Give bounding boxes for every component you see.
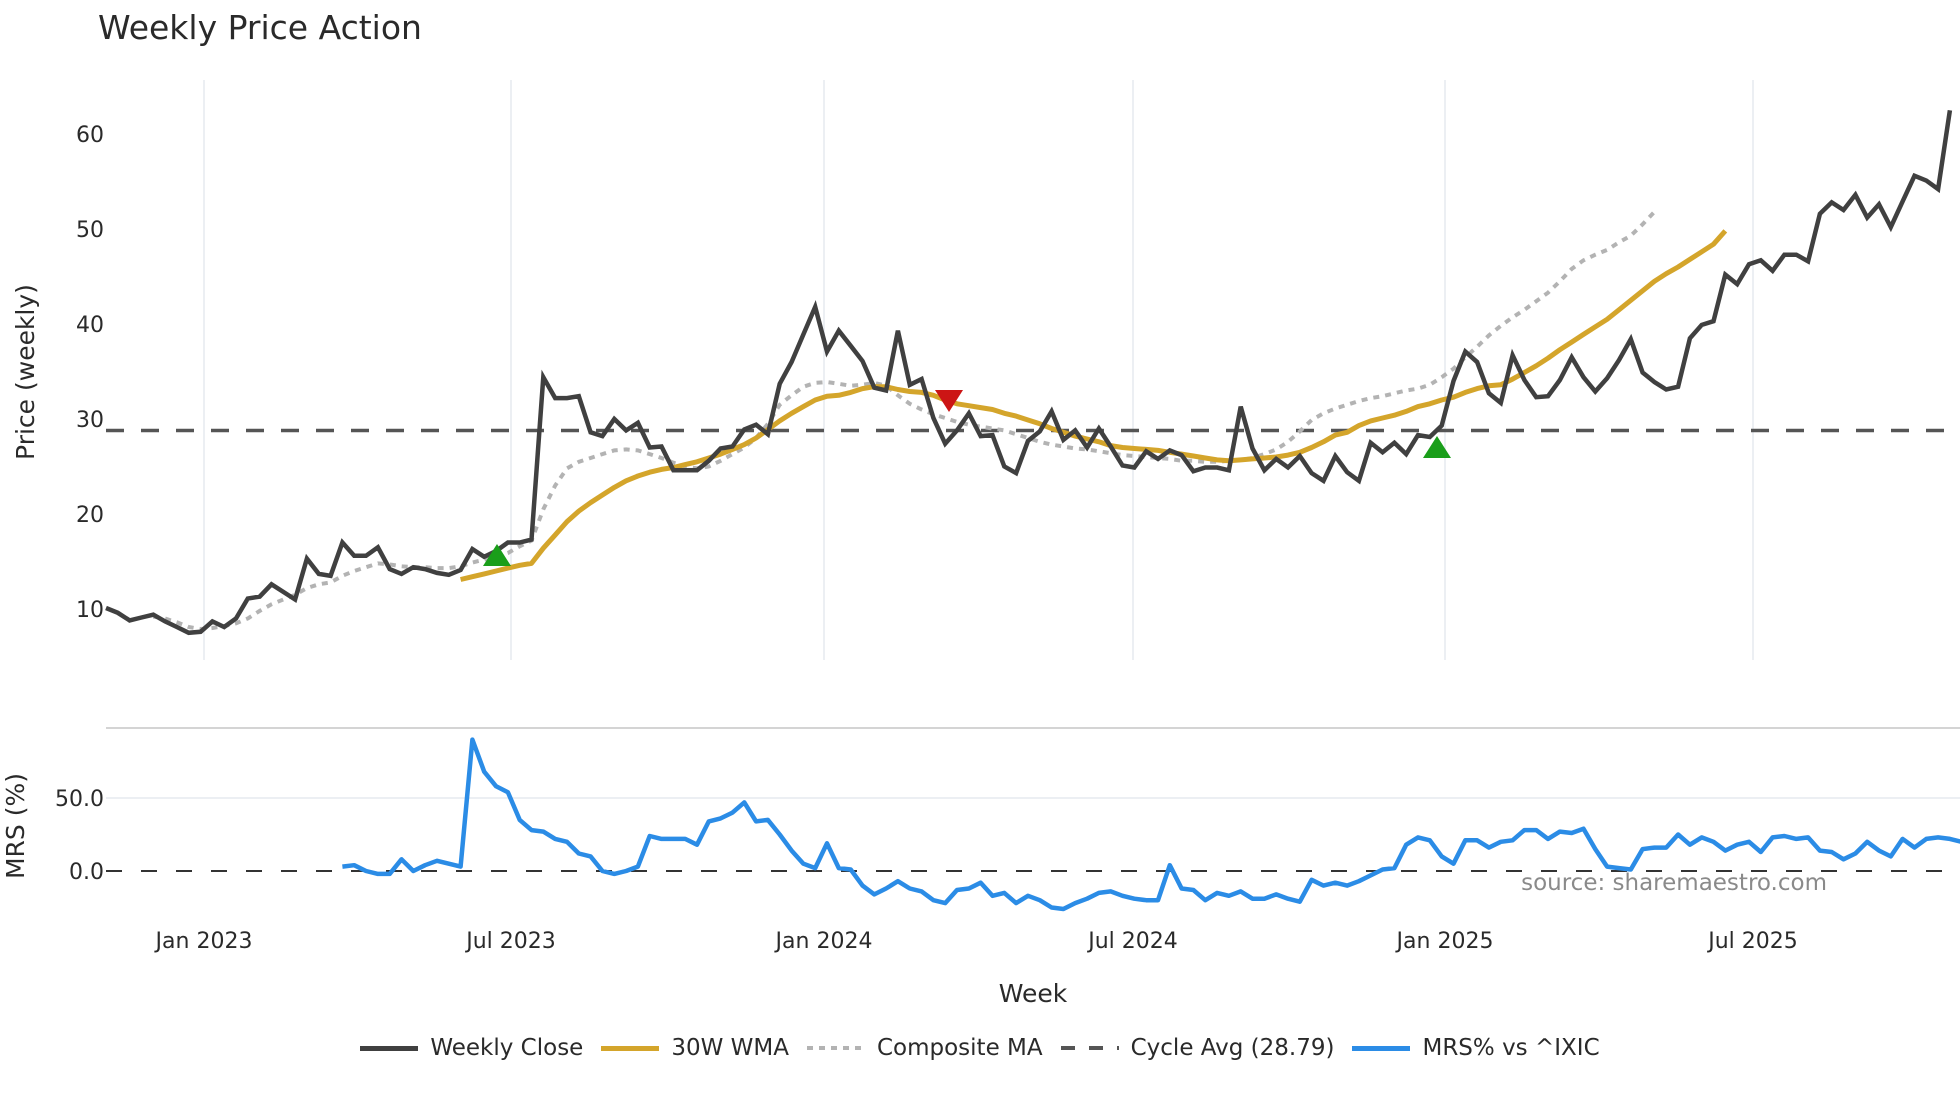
x-tick-label: Jul 2024 <box>1086 929 1178 954</box>
x-axis-title: Week <box>999 979 1068 1008</box>
sell-signal-triangle-icon <box>935 390 963 412</box>
composite-ma-line <box>152 210 1656 632</box>
legend-item-wma[interactable]: 30W WMA <box>601 1035 789 1061</box>
weekly-close-line <box>105 109 1953 636</box>
signal-markers <box>483 390 1451 566</box>
price-tick-label: 40 <box>76 313 104 338</box>
legend-label: 30W WMA <box>671 1035 789 1061</box>
x-tick-label: Jul 2023 <box>464 929 556 954</box>
buy-signal-triangle-icon <box>483 544 511 566</box>
price-tick-label: 20 <box>76 503 104 528</box>
x-tick-label: Jan 2025 <box>1395 929 1494 954</box>
buy-signal-triangle-icon <box>1423 436 1451 458</box>
price-y-axis: 60 50 40 30 20 10 <box>76 123 104 623</box>
legend-label: Cycle Avg (28.79) <box>1130 1035 1335 1061</box>
legend-item-composite[interactable]: Composite MA <box>806 1035 1043 1061</box>
x-tick-label: Jul 2025 <box>1706 929 1798 954</box>
close-line-swatch-icon <box>360 1045 419 1051</box>
composite-line-swatch-icon <box>806 1046 865 1050</box>
x-axis: Jan 2023 Jul 2023 Jan 2024 Jul 2024 Jan 2025… <box>154 929 1798 954</box>
cycle-line-swatch-icon <box>1060 1046 1119 1050</box>
legend-label: Weekly Close <box>430 1035 584 1061</box>
legend: Weekly Close 30W WMA Composite MA Cycle Avg… <box>0 1035 1960 1061</box>
mrs-y-axis: 50.0 0.0 <box>55 787 104 885</box>
wma-line-swatch-icon <box>601 1045 660 1051</box>
x-tick-label: Jan 2023 <box>154 929 253 954</box>
mrs-axis-title: MRS (%) <box>1 773 30 879</box>
price-tick-label: 30 <box>76 408 104 433</box>
legend-item-mrs[interactable]: MRS% vs ^IXIC <box>1352 1035 1600 1061</box>
wma-line <box>460 229 1728 582</box>
mrs-tick-label: 50.0 <box>55 787 104 812</box>
series-layer <box>105 109 1960 912</box>
source-note: source: sharemaestro.com <box>1521 870 1827 896</box>
mrs-line-swatch-icon <box>1352 1045 1411 1051</box>
x-tick-label: Jan 2024 <box>774 929 873 954</box>
legend-item-close[interactable]: Weekly Close <box>360 1035 583 1061</box>
legend-label: Composite MA <box>876 1035 1043 1061</box>
mrs-line <box>342 737 1960 912</box>
legend-item-cycle[interactable]: Cycle Avg (28.79) <box>1060 1035 1335 1061</box>
legend-label: MRS% vs ^IXIC <box>1422 1035 1600 1061</box>
price-tick-label: 60 <box>76 123 104 148</box>
mrs-tick-label: 0.0 <box>69 860 104 885</box>
price-tick-label: 50 <box>76 218 104 243</box>
price-tick-label: 10 <box>76 598 104 623</box>
price-axis-title: Price (weekly) <box>11 284 40 460</box>
chart-title: Weekly Price Action <box>98 8 422 47</box>
grid-lines <box>203 80 1754 660</box>
